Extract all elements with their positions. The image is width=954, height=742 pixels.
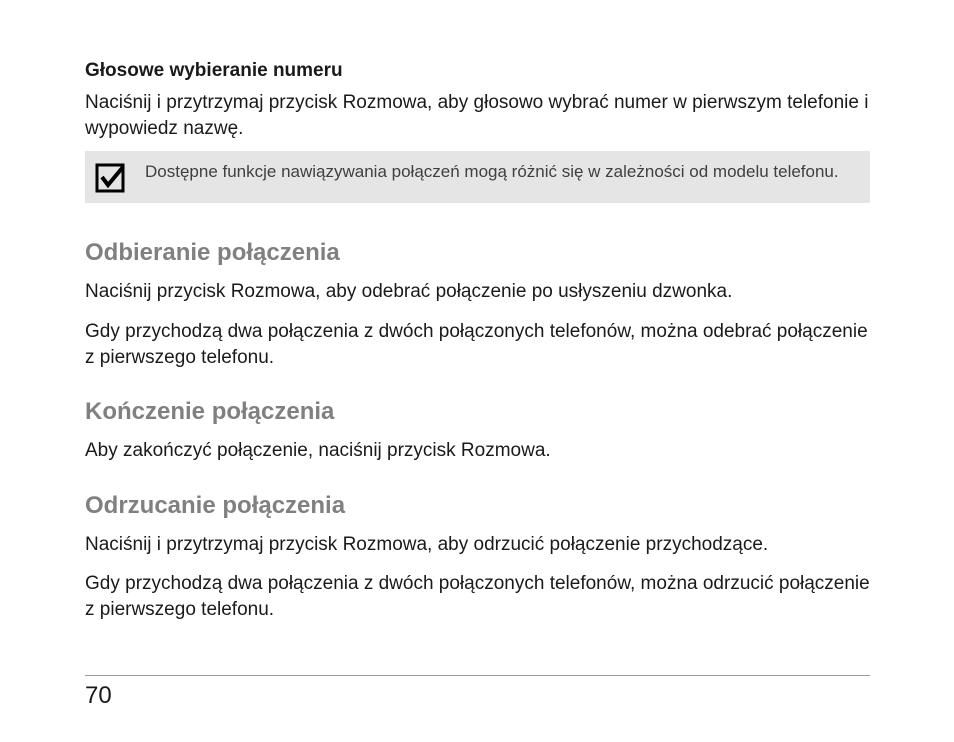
- page-number: 70: [85, 682, 112, 710]
- section-2-heading: Odbieranie połączenia: [85, 239, 870, 267]
- section-1-heading: Głosowe wybieranie numeru: [85, 60, 870, 82]
- section-2-p2: Gdy przychodzą dwa połączenia z dwóch po…: [85, 319, 870, 370]
- footer-rule: [85, 675, 870, 676]
- section-1-body: Naciśnij i przytrzymaj przycisk Rozmowa,…: [85, 90, 870, 141]
- section-3-p1: Aby zakończyć połączenie, naciśnij przyc…: [85, 438, 870, 464]
- note-box: Dostępne funkcje nawiązywania połączeń m…: [85, 151, 870, 203]
- section-3-heading: Kończenie połączenia: [85, 398, 870, 426]
- checkbox-check-icon: [95, 163, 125, 193]
- section-4-heading: Odrzucanie połączenia: [85, 492, 870, 520]
- page-content: Głosowe wybieranie numeru Naciśnij i prz…: [85, 60, 870, 631]
- section-4-p2: Gdy przychodzą dwa połączenia z dwóch po…: [85, 571, 870, 622]
- section-2-p1: Naciśnij przycisk Rozmowa, aby odebrać p…: [85, 279, 870, 305]
- note-text: Dostępne funkcje nawiązywania połączeń m…: [145, 161, 839, 184]
- section-4-p1: Naciśnij i przytrzymaj przycisk Rozmowa,…: [85, 532, 870, 558]
